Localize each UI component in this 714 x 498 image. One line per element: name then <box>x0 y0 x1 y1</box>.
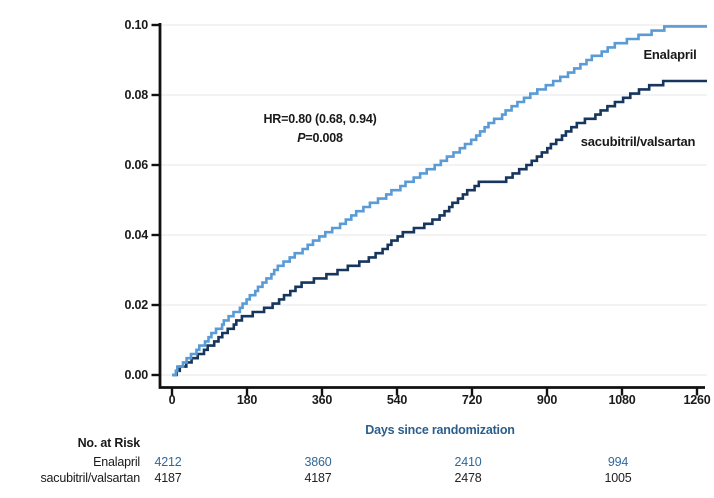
risk-value: 2410 <box>454 455 482 469</box>
p-symbol: P <box>297 131 306 145</box>
hr-text: HR=0.80 (0.68, 0.94) <box>263 112 377 126</box>
x-axis-title: Days since randomization <box>365 423 515 437</box>
y-tick-label: 0.10 <box>124 18 148 32</box>
y-tick-label: 0.00 <box>124 368 148 382</box>
y-tick-label: 0.04 <box>124 228 148 242</box>
p-value-line: P=0.008 <box>212 129 428 148</box>
y-tick-label: 0.06 <box>124 158 148 172</box>
x-tick-label: 180 <box>236 393 258 407</box>
y-tick-label: 0.08 <box>124 88 148 102</box>
risk-value: 4212 <box>154 455 182 469</box>
curve-sacubitril-valsartan <box>172 79 707 377</box>
risk-value: 4187 <box>304 471 332 485</box>
axis-lines <box>158 23 705 389</box>
risk-value: 1005 <box>604 471 632 485</box>
axes <box>151 23 705 396</box>
risk-row-label-enalapril: Enalapril <box>93 455 140 469</box>
x-tick-label: 540 <box>386 393 408 407</box>
hr-annotation: HR=0.80 (0.68, 0.94) P=0.008 <box>212 110 428 148</box>
risk-table-title: No. at Risk <box>77 436 141 450</box>
x-tick-label: 900 <box>536 393 558 407</box>
curve-label-sacubitril-valsartan: sacubitril/valsartan <box>580 134 696 149</box>
risk-value: 4187 <box>154 471 182 485</box>
survival-curves <box>172 25 707 377</box>
risk-value: 2478 <box>454 471 482 485</box>
risk-value: 994 <box>607 455 629 469</box>
p-number: =0.008 <box>305 131 343 145</box>
x-tick-label: 360 <box>311 393 333 407</box>
curve-label-enalapril: Enalapril <box>643 47 697 62</box>
x-tick-label: 720 <box>461 393 483 407</box>
x-tick-label: 0 <box>168 393 176 407</box>
y-tick-label: 0.02 <box>124 298 148 312</box>
x-tick-label: 1260 <box>683 393 711 407</box>
risk-value: 3860 <box>304 455 332 469</box>
curve-enalapril <box>172 25 707 377</box>
x-tick-label: 1080 <box>608 393 636 407</box>
gridlines <box>160 24 707 376</box>
risk-row-label-sacubitril-valsartan: sacubitril/valsartan <box>40 471 140 485</box>
